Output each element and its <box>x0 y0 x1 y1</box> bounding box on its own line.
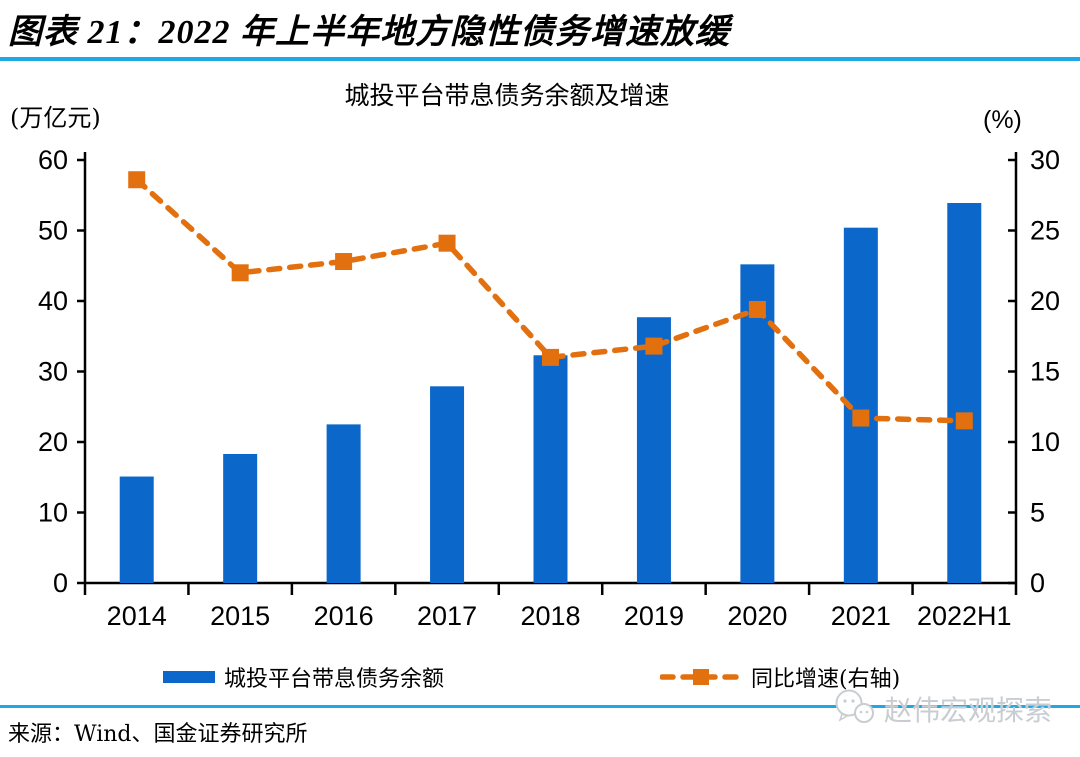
x-axis-category-label: 2018 <box>520 601 580 631</box>
bar-2022H1 <box>947 203 982 583</box>
right-axis-tick-label: 20 <box>1030 286 1060 316</box>
bottom-divider <box>0 705 1080 708</box>
source-note: 来源：Wind、国金证券研究所 <box>8 722 308 747</box>
top-divider <box>0 57 1080 61</box>
bar-2015 <box>223 453 258 583</box>
left-axis-tick-label: 50 <box>38 216 68 246</box>
left-axis-tick-label: 10 <box>38 498 68 528</box>
bar-2018 <box>533 355 568 583</box>
bar-2019 <box>636 317 671 583</box>
x-axis-category-label: 2019 <box>624 601 684 631</box>
line-marker-2016 <box>335 253 353 271</box>
legend-item-line: 同比增速(右轴) <box>660 666 900 692</box>
left-axis-tick-label: 20 <box>38 427 68 457</box>
left-axis-unit: (万亿元) <box>10 104 101 132</box>
watermark: 赵伟宏观探索 <box>832 688 1052 730</box>
line-marker-2022H1 <box>955 412 973 430</box>
x-axis-category-label: 2020 <box>727 601 787 631</box>
x-axis-category-label: 2022H1 <box>917 601 1012 631</box>
left-axis-tick-label: 0 <box>53 568 68 598</box>
line-marker-2019 <box>645 337 663 355</box>
bar-series-label: 城投平台带息债务余额 <box>224 667 445 692</box>
right-axis-tick-label: 5 <box>1030 498 1045 528</box>
x-axis-category-label: 2016 <box>314 601 374 631</box>
x-axis-category-label: 2014 <box>107 601 167 631</box>
legend-item-bars: 城投平台带息债务余额 <box>163 666 444 692</box>
right-axis-unit: (%) <box>983 106 1022 134</box>
wechat-icon <box>835 689 874 723</box>
x-axis-category-label: 2021 <box>831 601 891 631</box>
bar-2017 <box>430 386 465 583</box>
bar-2014 <box>119 476 154 583</box>
line-marker-2015 <box>231 264 249 282</box>
bar-series-swatch <box>163 671 215 683</box>
line-marker-2014 <box>128 171 146 189</box>
right-axis-tick-label: 30 <box>1030 145 1060 175</box>
right-axis-tick-label: 25 <box>1030 216 1060 246</box>
watermark-text: 赵伟宏观探索 <box>884 694 1053 727</box>
left-axis-tick-label: 60 <box>38 145 68 175</box>
bar-2016 <box>326 424 361 583</box>
right-axis-tick-label: 15 <box>1030 357 1060 387</box>
left-axis-tick-label: 40 <box>38 286 68 316</box>
line-marker-2021 <box>852 409 870 427</box>
left-axis-tick-label: 30 <box>38 357 68 387</box>
chart-title: 城投平台带息债务余额及增速 <box>344 81 670 110</box>
x-axis-category-label: 2015 <box>210 601 270 631</box>
line-marker-2018 <box>542 348 559 366</box>
line-marker-2020 <box>748 300 766 318</box>
right-axis-tick-label: 10 <box>1030 427 1060 457</box>
figure-title: 图表 21：2022 年上半年地方隐性债务增速放缓 <box>8 14 730 51</box>
line-series-label: 同比增速(右轴) <box>751 667 901 692</box>
line-series-swatch <box>660 669 742 685</box>
x-axis-category-label: 2017 <box>417 601 477 631</box>
right-axis-tick-label: 0 <box>1030 568 1045 598</box>
line-marker-2017 <box>438 234 456 252</box>
